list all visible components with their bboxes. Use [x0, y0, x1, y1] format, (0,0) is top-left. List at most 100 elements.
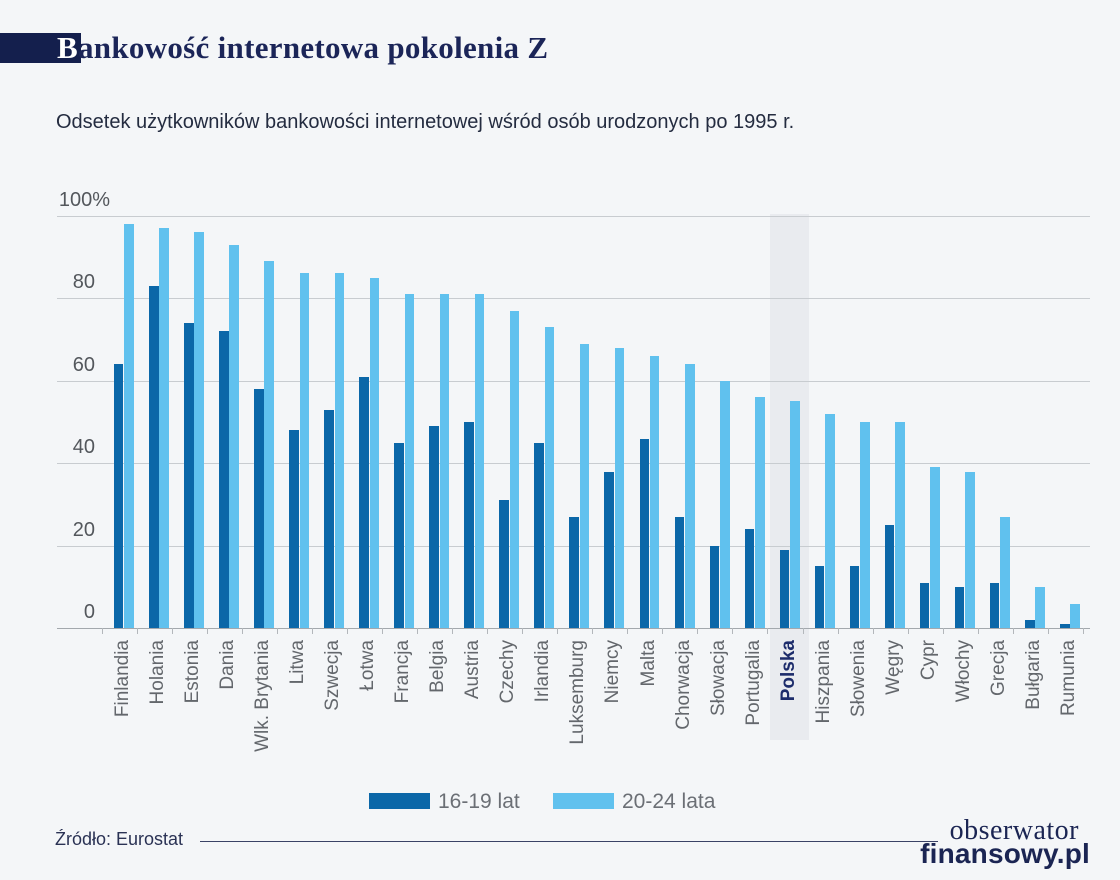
- x-axis-label-Słowenia: Słowenia: [847, 640, 869, 718]
- y-axis-label: 100%: [58, 188, 110, 211]
- tick-mark: [1082, 628, 1084, 635]
- bar-20-24-lata-Włochy: [965, 471, 975, 629]
- bar-16-19-lat-Litwa: [289, 430, 299, 629]
- tick-mark: [942, 628, 944, 635]
- x-axis-label-Niemcy: Niemcy: [602, 640, 624, 704]
- bar-20-24-lata-Bułgaria: [1035, 587, 1045, 629]
- bar-20-24-lata-Belgia: [439, 294, 450, 629]
- tick-mark: [452, 628, 454, 635]
- publisher-logo-obserwator: obserwator: [949, 815, 1079, 846]
- bar-20-24-lata-Wlk-Brytania: [264, 261, 275, 629]
- bar-20-24-lata-Dania: [229, 244, 239, 629]
- x-axis-label-Estonia: Estonia: [181, 640, 203, 704]
- bar-20-24-lata-Cypr: [930, 467, 940, 629]
- bar-16-19-lat-Chorwacja: [674, 516, 685, 629]
- bar-16-19-lat-Francja: [394, 442, 404, 629]
- bar-20-24-lata-Holania: [159, 228, 169, 629]
- tick-mark: [171, 628, 173, 635]
- tick-mark: [627, 628, 629, 635]
- bar-20-24-lata-Portugalia: [755, 397, 765, 629]
- bar-16-19-lat-Holania: [148, 285, 159, 629]
- title-accent-box: [0, 33, 81, 63]
- bar-16-19-lat-Węgry: [884, 525, 895, 629]
- bar-16-19-lat-Portugalia: [744, 529, 755, 629]
- chart-legend: 16-19 lat 20-24 lata: [0, 790, 1120, 816]
- tick-mark: [697, 628, 699, 635]
- bar-16-19-lat-Bułgaria: [1024, 620, 1035, 629]
- tick-mark: [487, 628, 489, 635]
- gridline: [57, 215, 1090, 217]
- x-axis-label-Grecja: Grecja: [987, 640, 1009, 696]
- x-axis-label-Portugalia: Portugalia: [742, 640, 764, 726]
- gridline: [57, 298, 1090, 300]
- tick-mark: [382, 628, 384, 635]
- bar-20-24-lata-Polska: [790, 401, 800, 629]
- source-note: Źródło: Eurostat: [55, 829, 184, 849]
- bar-16-19-lat-Malta: [639, 438, 650, 629]
- tick-mark: [662, 628, 664, 635]
- bar-20-24-lata-Hiszpania: [825, 413, 835, 629]
- x-axis-label-Cypr: Cypr: [917, 640, 939, 681]
- bar-16-19-lat-Czechy: [499, 500, 509, 629]
- publisher-logo-finansowy: finansowy.pl: [920, 838, 1090, 869]
- tick-mark: [136, 628, 138, 635]
- legend-label-20-24: 20-24 lata: [622, 790, 716, 813]
- tick-mark: [1047, 628, 1049, 635]
- x-axis-label-Francja: Francja: [392, 640, 414, 704]
- x-axis-label-Włochy: Włochy: [952, 640, 974, 703]
- x-axis-label-Austria: Austria: [462, 640, 484, 700]
- bar-20-24-lata-Austria: [474, 294, 485, 629]
- bar-16-19-lat-Belgia: [429, 426, 439, 629]
- legend-label-16-19: 16-19 lat: [438, 790, 520, 813]
- bar-20-24-lata-Francja: [404, 294, 415, 629]
- tick-mark: [872, 628, 874, 635]
- x-axis-line: [57, 628, 1090, 630]
- tick-mark: [732, 628, 734, 635]
- bar-16-19-lat-Hiszpania: [814, 566, 825, 629]
- bar-16-19-lat-Słowenia: [849, 566, 860, 629]
- tick-mark: [241, 628, 243, 635]
- bar-20-24-lata-Irlandia: [544, 327, 555, 629]
- bar-16-19-lat-Słowacja: [709, 545, 720, 629]
- x-axis-label-Belgia: Belgia: [427, 640, 449, 693]
- bar-16-19-lat-Wlk-Brytania: [254, 388, 264, 629]
- tick-mark: [837, 628, 839, 635]
- tick-mark: [557, 628, 559, 635]
- bar-20-24-lata-Słowenia: [860, 422, 870, 629]
- bar-20-24-lata-Łotwa: [369, 277, 380, 629]
- y-axis-label: 60: [72, 353, 95, 376]
- x-axis-label-Czechy: Czechy: [497, 640, 519, 704]
- bar-20-24-lata-Słowacja: [719, 380, 730, 629]
- x-axis-label-Łotwa: Łotwa: [357, 640, 379, 691]
- bar-16-19-lat-Włochy: [954, 587, 965, 629]
- legend-swatch-20-24: [553, 793, 614, 809]
- tick-mark: [276, 628, 278, 635]
- x-axis-label-Węgry: Węgry: [882, 640, 904, 695]
- bar-20-24-lata-Finlandia: [124, 223, 134, 629]
- x-axis-label-Malta: Malta: [637, 640, 659, 687]
- bar-16-19-lat-Łotwa: [359, 376, 369, 629]
- bar-20-24-lata-Luksemburg: [579, 343, 590, 629]
- x-axis-label-Chorwacja: Chorwacja: [672, 640, 694, 730]
- footer-divider: [200, 841, 938, 842]
- x-axis-label-Luksemburg: Luksemburg: [567, 640, 589, 745]
- x-axis-label-Hiszpania: Hiszpania: [812, 640, 834, 724]
- tick-mark: [977, 628, 979, 635]
- bar-20-24-lata-Estonia: [194, 232, 204, 629]
- y-axis-label: 0: [83, 601, 95, 624]
- tick-mark: [802, 628, 804, 635]
- bar-16-19-lat-Rumunia: [1059, 624, 1070, 629]
- bar-16-19-lat-Luksemburg: [569, 516, 579, 629]
- bar-16-19-lat-Estonia: [183, 322, 194, 629]
- bar-20-24-lata-Szwecja: [334, 273, 345, 629]
- bar-16-19-lat-Irlandia: [534, 442, 544, 629]
- bar-20-24-lata-Niemcy: [614, 347, 625, 629]
- tick-mark: [592, 628, 594, 635]
- bar-20-24-lata-Rumunia: [1070, 603, 1080, 629]
- x-axis-label-Polska: Polska: [777, 640, 799, 702]
- bar-20-24-lata-Grecja: [1000, 516, 1010, 629]
- tick-mark: [1012, 628, 1014, 635]
- y-axis-label: 20: [72, 518, 95, 541]
